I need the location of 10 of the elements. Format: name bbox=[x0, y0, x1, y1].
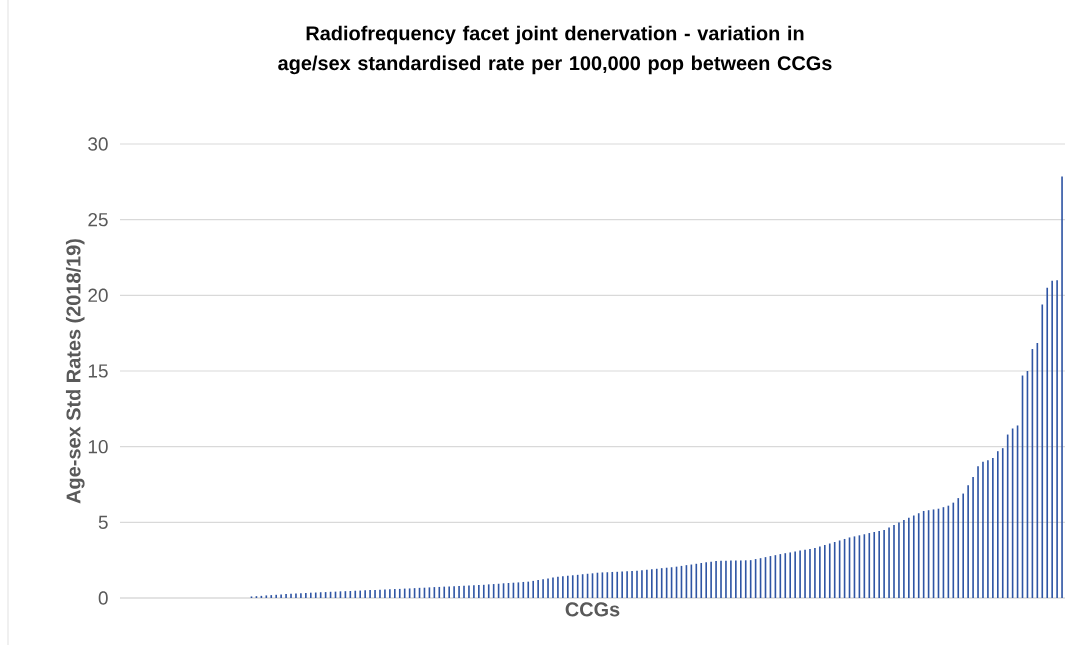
y-tick-label: 25 bbox=[88, 212, 108, 227]
y-tick-label: 5 bbox=[98, 515, 108, 529]
x-axis-title: CCGs bbox=[565, 602, 620, 617]
y-tick-label: 0 bbox=[98, 591, 108, 605]
y-axis-title: Age-sex Std Rates (2018/19) bbox=[65, 239, 85, 504]
y-tick-label: 20 bbox=[88, 288, 108, 303]
y-tick-label: 15 bbox=[88, 364, 108, 378]
y-tick-label: 10 bbox=[88, 439, 108, 454]
chart-title: Radiofrequency facet joint denervation - variation in age/sex standardised rate per 100,000 pop between CCGs bbox=[278, 25, 832, 75]
y-tick-label: 30 bbox=[88, 137, 108, 151]
